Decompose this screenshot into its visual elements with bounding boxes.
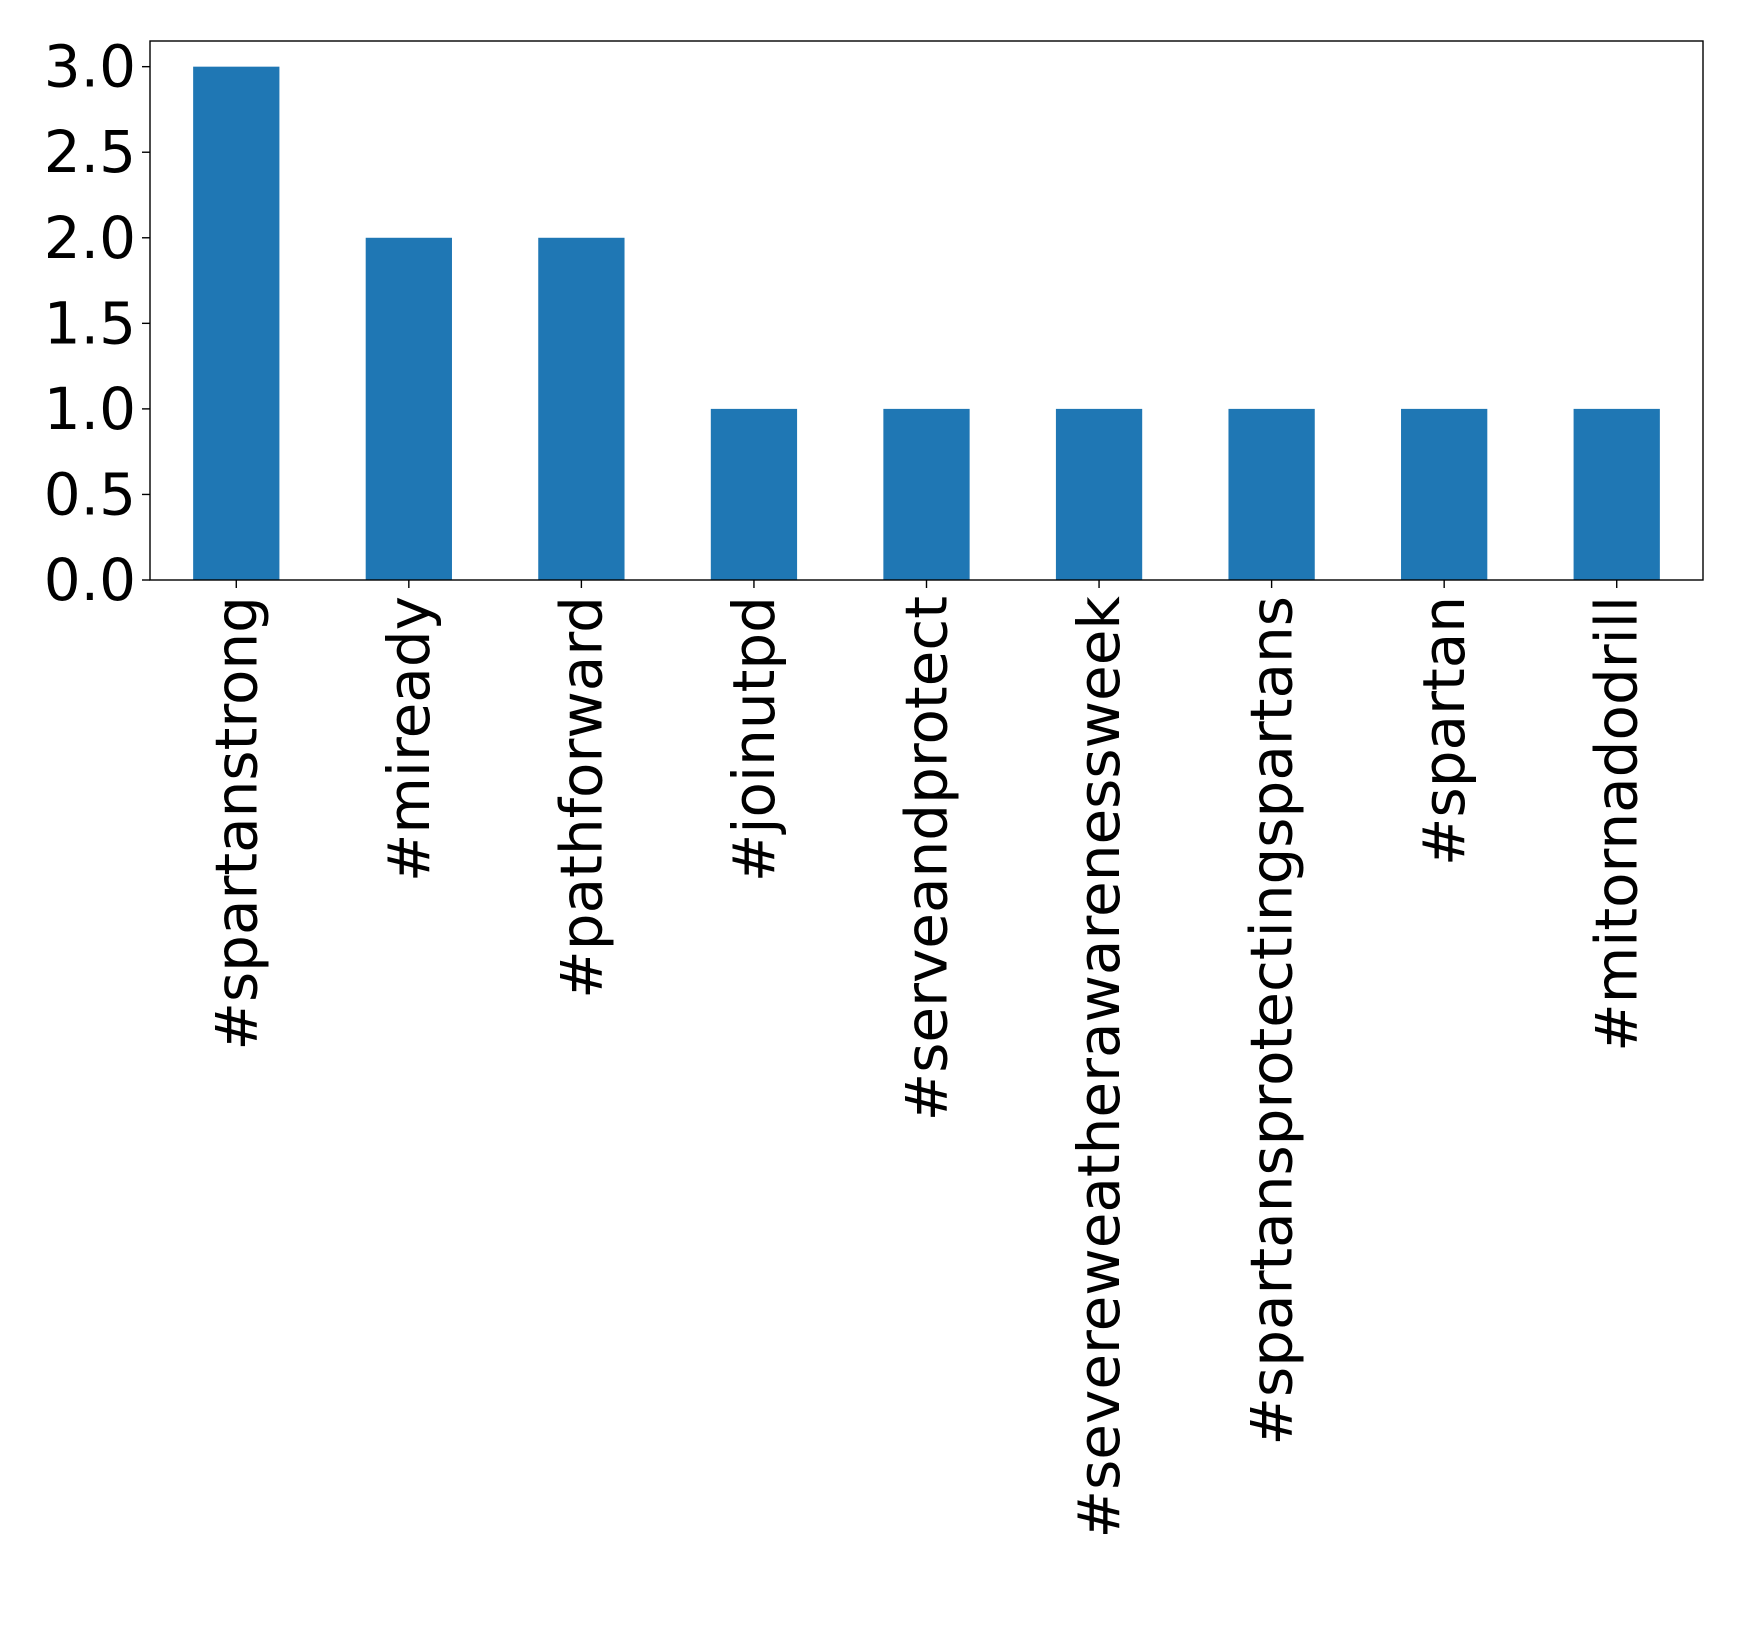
x-tick-label-2: #pathforward <box>547 596 615 999</box>
bar-8 <box>1573 408 1660 580</box>
x-tick-label-6: #spartansprotectingspartans <box>1238 596 1306 1446</box>
y-tick-label-5: 2.5 <box>44 118 136 186</box>
x-tick-label-0: #spartanstrong <box>202 596 270 1051</box>
y-tick-label-0: 0.0 <box>44 546 136 614</box>
y-tick-label-6: 3.0 <box>44 33 136 101</box>
x-tick-label-5: #severeweatherawarenessweek <box>1065 596 1133 1539</box>
x-tick-label-4: #serveandprotect <box>893 596 961 1121</box>
bar-7 <box>1401 408 1488 580</box>
bar-0 <box>193 66 280 580</box>
plot-frame <box>149 40 1704 581</box>
bar-4 <box>883 408 970 580</box>
x-tick-label-1: #miready <box>375 596 443 882</box>
bar-6 <box>1228 408 1315 580</box>
bars-layer <box>193 66 1660 580</box>
y-tick-label-1: 0.5 <box>44 460 136 528</box>
bar-2 <box>538 237 625 580</box>
y-tick-label-3: 1.5 <box>44 289 136 357</box>
y-axis: 0.0 0.5 1.0 1.5 2.0 2.5 3.0 <box>44 33 150 614</box>
y-tick-label-4: 2.0 <box>44 204 136 272</box>
bar-3 <box>710 408 798 580</box>
x-axis: #spartanstrong #miready #pathforward #joinu… <box>202 580 1651 1539</box>
bar-1 <box>365 237 452 580</box>
bar-5 <box>1055 408 1143 580</box>
x-tick-label-7: #spartan <box>1410 596 1478 866</box>
x-tick-label-3: #joinutpd <box>720 596 788 882</box>
x-tick-label-8: #mitornadodrill <box>1583 596 1651 1052</box>
y-tick-label-2: 1.0 <box>44 375 136 443</box>
